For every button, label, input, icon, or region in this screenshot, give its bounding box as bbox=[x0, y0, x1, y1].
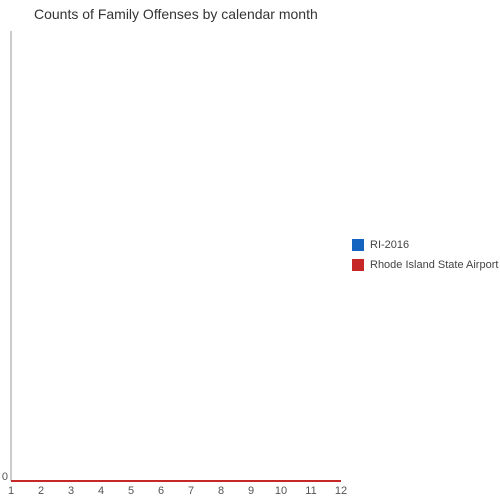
x-tick-label: 2 bbox=[38, 485, 44, 497]
legend-label-rhode-island-state-airport: Rhode Island State Airport bbox=[370, 259, 499, 271]
x-tick-label: 12 bbox=[335, 485, 347, 497]
legend-swatch-rhode-island-state-airport bbox=[352, 259, 364, 271]
legend: RI-2016 Rhode Island State Airport bbox=[352, 238, 498, 278]
legend-item-ri-2016[interactable]: RI-2016 bbox=[352, 238, 498, 252]
x-tick-label: 11 bbox=[305, 485, 316, 497]
chart-title: Counts of Family Offenses by calendar mo… bbox=[34, 6, 318, 22]
tick-layer: 1 2 3 4 5 6 7 8 9 10 11 120 bbox=[2, 471, 347, 497]
x-tick-label: 8 bbox=[218, 485, 224, 497]
x-tick-label: 4 bbox=[98, 485, 104, 497]
x-tick-label: 5 bbox=[128, 485, 134, 497]
legend-item-rhode-island-state-airport[interactable]: Rhode Island State Airport bbox=[352, 258, 498, 272]
x-tick-label: 3 bbox=[68, 485, 74, 497]
x-tick-label: 7 bbox=[188, 485, 194, 497]
x-tick-label: 9 bbox=[248, 485, 254, 497]
legend-swatch-ri-2016 bbox=[352, 239, 364, 251]
legend-label-ri-2016: RI-2016 bbox=[370, 239, 410, 251]
x-tick-label: 6 bbox=[158, 485, 164, 497]
x-tick-label: 10 bbox=[275, 485, 287, 497]
x-tick-label: 1 bbox=[8, 485, 14, 497]
y-tick-label: 0 bbox=[2, 471, 8, 483]
